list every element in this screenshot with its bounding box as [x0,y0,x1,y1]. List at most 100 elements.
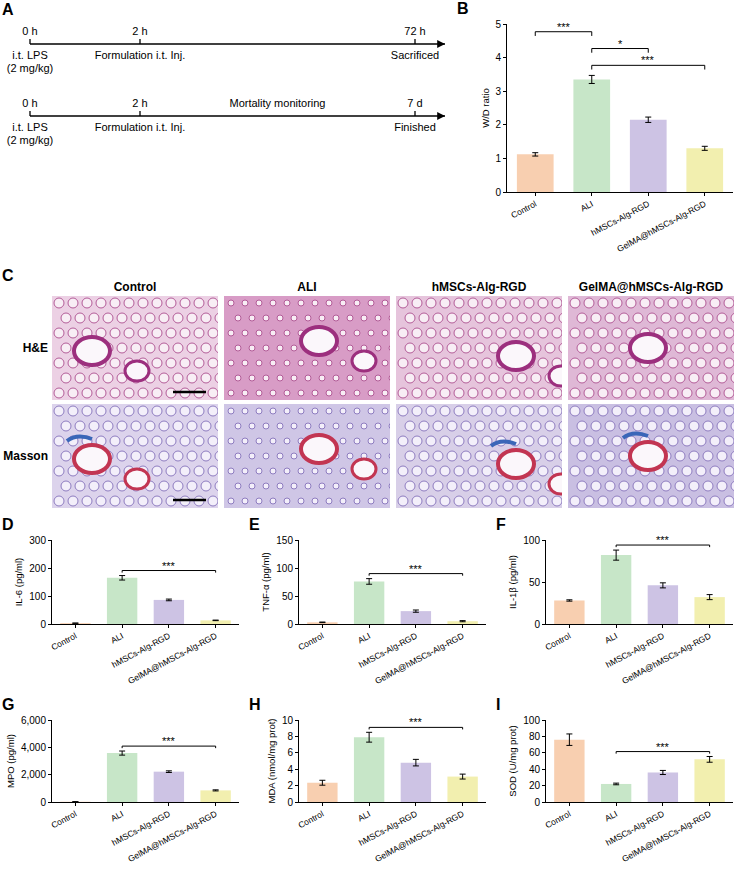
svg-text:Control: Control [509,199,538,221]
svg-text:100: 100 [276,563,293,574]
svg-text:0: 0 [534,619,540,630]
svg-text:72 h: 72 h [404,25,425,37]
svg-text:Sacrificed: Sacrificed [391,49,439,61]
svg-text:***: *** [656,741,670,753]
svg-text:6: 6 [287,747,293,758]
svg-text:1: 1 [495,153,501,164]
svg-text:ALI: ALI [579,199,595,214]
svg-text:***: *** [162,560,176,572]
svg-text:20: 20 [529,780,541,791]
svg-text:2 h: 2 h [132,25,147,37]
svg-text:0: 0 [287,619,293,630]
svg-text:hMSCs-Alg-RGD: hMSCs-Alg-RGD [110,631,172,670]
svg-text:i.t. LPS: i.t. LPS [12,121,47,133]
html-text:A: A [2,1,14,18]
svg-text:0: 0 [534,797,540,808]
svg-text:0: 0 [40,797,46,808]
svg-text:ALI: ALI [109,809,125,824]
svg-text:ALI: ALI [109,631,125,646]
svg-text:10: 10 [282,715,294,726]
svg-text:hMSCs-Alg-RGD: hMSCs-Alg-RGD [357,631,419,670]
svg-text:ALI: ALI [603,631,619,646]
svg-text:8: 8 [287,731,293,742]
svg-text:ALI: ALI [356,809,372,824]
svg-text:6,000: 6,000 [21,715,46,726]
svg-text:GelMA@hMSCs-Alg-RGD: GelMA@hMSCs-Alg-RGD [620,809,712,864]
svg-text:50: 50 [529,577,541,588]
svg-text:hMSCs-Alg-RGD: hMSCs-Alg-RGD [604,809,666,848]
svg-text:0: 0 [495,187,501,198]
svg-text:hMSCs-Alg-RGD: hMSCs-Alg-RGD [110,809,172,848]
svg-text:Finished: Finished [394,121,436,133]
svg-text:hMSCs-Alg-RGD: hMSCs-Alg-RGD [357,809,419,848]
svg-text:***: *** [409,716,423,728]
svg-text:200: 200 [29,563,46,574]
svg-text:GelMA@hMSCs-Alg-RGD: GelMA@hMSCs-Alg-RGD [126,631,218,686]
svg-text:4: 4 [495,52,501,63]
svg-text:GelMA@hMSCs-Alg-RGD: GelMA@hMSCs-Alg-RGD [126,809,218,864]
html-text:G: G [2,696,15,713]
svg-text:60: 60 [529,747,541,758]
svg-text:0: 0 [40,619,46,630]
svg-text:ALI: ALI [356,631,372,646]
svg-text:SOD (U/mg prot): SOD (U/mg prot) [507,725,518,796]
svg-text:7 d: 7 d [407,97,422,109]
svg-text:MPO (pg/ml): MPO (pg/ml) [5,734,16,788]
svg-text:***: *** [557,21,571,33]
svg-text:2: 2 [495,119,501,130]
svg-text:W/D ratio: W/D ratio [480,88,491,128]
svg-text:***: *** [162,735,176,747]
svg-text:hMSCs-Alg-RGD: hMSCs-Alg-RGD [589,199,651,238]
svg-text:MDA (nmol/mg prot): MDA (nmol/mg prot) [266,719,277,804]
svg-text:0 h: 0 h [22,97,37,109]
svg-text:(2 mg/kg): (2 mg/kg) [7,134,53,146]
svg-text:40: 40 [529,764,541,775]
svg-text:i.t. LPS: i.t. LPS [12,49,47,61]
svg-text:Control: Control [49,631,78,653]
svg-text:4,000: 4,000 [21,742,46,753]
svg-text:Control: Control [296,809,325,831]
svg-text:100: 100 [523,535,540,546]
svg-text:IL-1β (pg/ml): IL-1β (pg/ml) [507,555,518,609]
svg-text:2: 2 [287,780,293,791]
svg-text:Control: Control [543,631,572,653]
svg-text:Control: Control [49,809,78,831]
html-text:ALI: ALI [297,280,317,294]
svg-text:0 h: 0 h [22,25,37,37]
svg-text:***: *** [409,563,423,575]
svg-text:TNF-α (pg/ml): TNF-α (pg/ml) [260,552,271,611]
svg-text:150: 150 [276,535,293,546]
svg-text:100: 100 [523,715,540,726]
svg-text:80: 80 [529,731,541,742]
svg-text:2 h: 2 h [132,97,147,109]
svg-text:Control: Control [543,809,572,831]
html-text:Control: Control [113,280,157,294]
svg-text:Control: Control [296,631,325,653]
html-text:hMSCs-Alg-RGD: hMSCs-Alg-RGD [431,280,527,294]
html-text:GelMA@hMSCs-Alg-RGD: GelMA@hMSCs-Alg-RGD [578,280,724,294]
svg-text:***: *** [641,54,655,66]
svg-text:3: 3 [495,86,501,97]
svg-text:GelMA@hMSCs-Alg-RGD: GelMA@hMSCs-Alg-RGD [373,809,465,864]
svg-text:4: 4 [287,764,293,775]
svg-text:5: 5 [495,19,501,30]
svg-text:(2 mg/kg): (2 mg/kg) [7,62,53,74]
svg-text:Mortality monitoring: Mortality monitoring [230,97,326,109]
svg-text:300: 300 [29,535,46,546]
svg-text:GelMA@hMSCs-Alg-RGD: GelMA@hMSCs-Alg-RGD [373,631,465,686]
svg-text:*: * [618,38,623,50]
svg-text:GelMA@hMSCs-Alg-RGD: GelMA@hMSCs-Alg-RGD [615,199,707,254]
svg-text:GelMA@hMSCs-Alg-RGD: GelMA@hMSCs-Alg-RGD [620,631,712,686]
svg-text:2,000: 2,000 [21,769,46,780]
svg-text:***: *** [656,534,670,546]
html-text:Masson: Masson [3,449,48,463]
svg-text:100: 100 [29,591,46,602]
svg-text:ALI: ALI [603,809,619,824]
svg-text:0: 0 [287,797,293,808]
html-text:H&E: H&E [22,341,48,355]
svg-text:hMSCs-Alg-RGD: hMSCs-Alg-RGD [604,631,666,670]
svg-text:50: 50 [282,591,294,602]
svg-text:Formulation i.t. Inj.: Formulation i.t. Inj. [95,121,185,133]
svg-text:Formulation i.t. Inj.: Formulation i.t. Inj. [95,49,185,61]
svg-text:IL-6 (pg/ml): IL-6 (pg/ml) [13,558,24,607]
